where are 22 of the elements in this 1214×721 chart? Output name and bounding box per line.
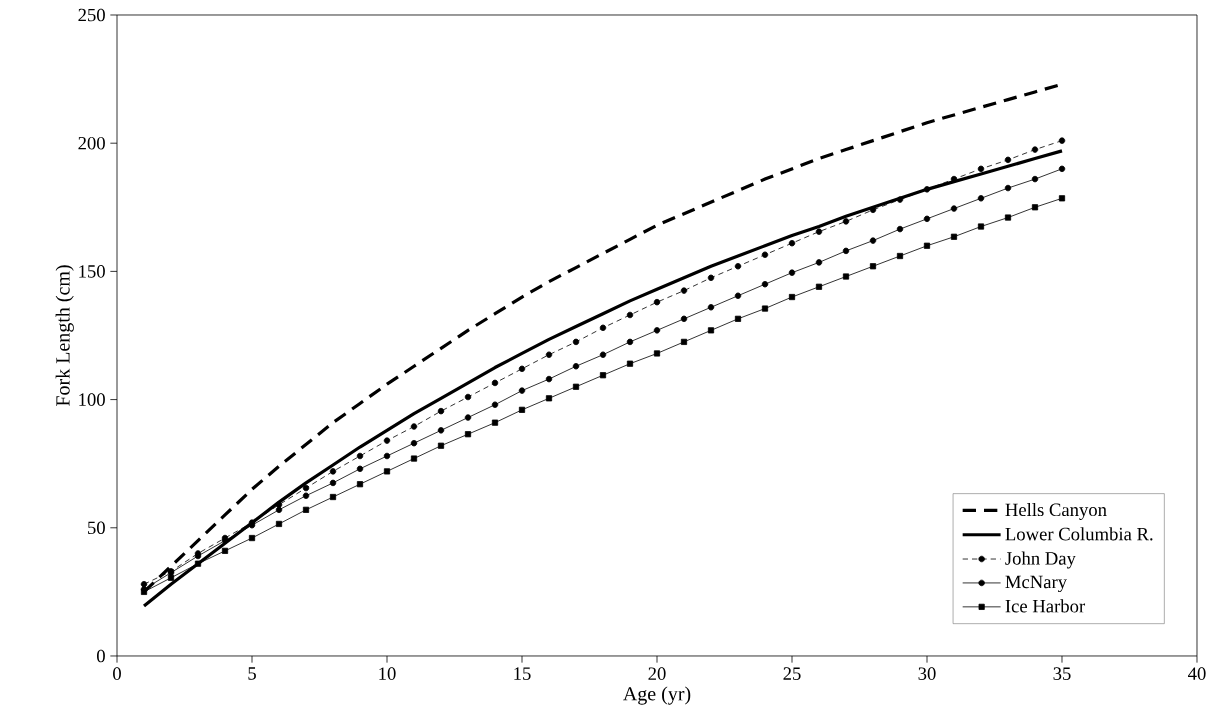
legend-label: Ice Harbor [1005, 599, 1086, 613]
x-axis-title: Age (yr) [623, 686, 691, 705]
x-tick-label: 10 [379, 667, 396, 680]
y-axis-title: Fork Length (cm) [55, 265, 74, 406]
x-tick-label: 20 [648, 667, 666, 680]
legend-label: Hells Canyon [1005, 502, 1107, 520]
legend-label: John Day [1005, 551, 1076, 569]
y-tick-label: 100 [79, 393, 105, 406]
x-tick-label: 5 [248, 667, 256, 680]
x-tick-label: 30 [918, 667, 936, 680]
x-tick-label: 40 [1188, 667, 1206, 680]
y-tick-label: 150 [79, 265, 105, 278]
y-tick-label: 50 [88, 521, 105, 535]
x-tick-label: 35 [1053, 667, 1071, 680]
y-tick-label: 200 [78, 136, 105, 150]
y-tick-label: 0 [97, 649, 105, 663]
legend-label: McNary [1005, 575, 1067, 593]
legend-label: Lower Columbia R. [1005, 527, 1153, 541]
x-tick-label: 0 [113, 667, 121, 680]
x-tick-label: 25 [783, 667, 801, 680]
y-tick-label: 250 [78, 8, 105, 22]
x-tick-label: 15 [514, 667, 531, 680]
